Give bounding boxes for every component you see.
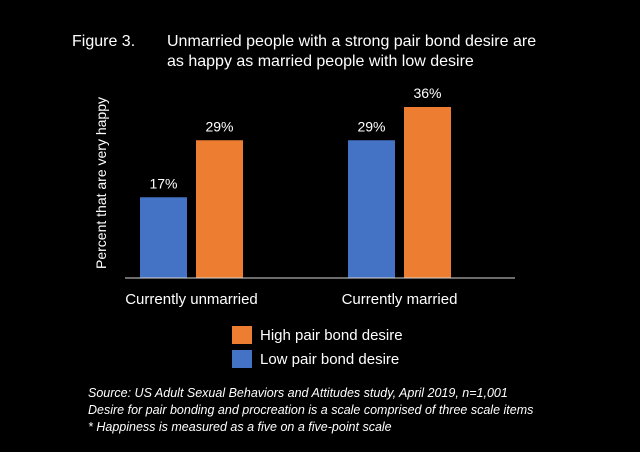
legend-swatch-high [232,326,252,344]
y-axis-label: Percent that are very happy [93,97,109,269]
category-label-0: Currently unmarried [125,291,258,308]
legend-item-high: High pair bond desire [232,324,403,346]
source-notes: Source: US Adult Sexual Behaviors and At… [88,385,628,436]
bar-0-1 [196,140,243,278]
category-label-1: Currently married [342,291,458,308]
bar-1-1 [404,107,451,278]
source-note-1: Source: US Adult Sexual Behaviors and At… [88,386,508,400]
chart-title: Unmarried people with a strong pair bond… [167,32,607,72]
bar-value-label-0-0: 17% [149,175,177,191]
legend-label-low: Low pair bond desire [260,350,400,368]
source-note-2: Desire for pair bonding and procreation … [88,403,534,417]
figure-label: Figure 3. [72,33,136,50]
bar-0-0 [140,197,187,278]
chart-title-line-1: Unmarried people with a strong pair bond… [167,33,537,50]
bar-value-label-1-1: 36% [413,85,441,101]
bar-chart: Percent that are very happy 17% 29% Current… [93,85,515,308]
bar-1-0 [348,140,395,278]
legend-label-high: High pair bond desire [260,326,403,344]
legend-swatch-low [232,350,252,368]
bar-value-label-0-1: 29% [205,118,233,134]
chart-title-line-2: as happy as married people with low desi… [167,53,474,70]
bar-value-label-1-0: 29% [357,118,385,134]
chart-legend: High pair bond desire Low pair bond desi… [232,324,403,372]
legend-item-low: Low pair bond desire [232,348,403,370]
source-note-3: * Happiness is measured as a five on a f… [88,420,392,434]
